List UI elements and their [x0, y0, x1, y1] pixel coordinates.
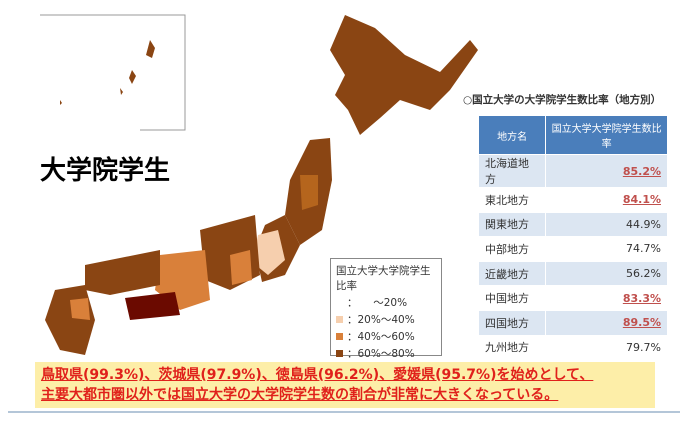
- legend-label: ：20%～40%: [347, 314, 415, 326]
- map-title: 大学院学生: [40, 156, 171, 186]
- ratio: 79.7%: [626, 340, 661, 354]
- caption: 鳥取県(99.3%)、茨城県(97.9%)、徳島県(96.2%)、愛媛県(95.…: [35, 362, 655, 408]
- region-name: 九州地方: [477, 334, 547, 361]
- legend: 国立大学大学院学生比率 ： ～20% ：20%～40% ：40%～60% ：60%～8…: [330, 258, 442, 377]
- ratio-cell: 56.2%: [545, 260, 668, 287]
- tohoku-mid: [300, 175, 318, 210]
- region-name: 中国地方: [477, 285, 547, 311]
- region-name: 関東地方: [477, 211, 547, 238]
- legend-swatch: [336, 316, 343, 323]
- legend-title: 国立大学大学院学生比率: [336, 265, 431, 292]
- hokkaido: [330, 15, 478, 135]
- header: 地方名: [477, 115, 547, 155]
- ratio: 44.9%: [626, 217, 661, 231]
- table-row: 中国地方 83.3%: [477, 285, 668, 311]
- legend-label: ：60%～80%: [347, 348, 415, 360]
- ratio: 85.2%: [622, 164, 661, 178]
- okinawa: [60, 40, 155, 105]
- ratio: 84.1%: [622, 193, 661, 207]
- kanto-light: [252, 230, 285, 275]
- region-table: 地方名 国立大学大学院学生数比率 北海道地方 85.2% 東北地方 84.1% 関東地方…: [477, 115, 668, 361]
- region-name: 近畿地方: [477, 260, 547, 287]
- region-name: 四国地方: [477, 309, 547, 336]
- header: 国立大学大学院学生数比率: [545, 115, 668, 155]
- legend-item: ：60%～80%: [336, 346, 436, 361]
- ratio: 83.3%: [622, 291, 661, 305]
- caption-line: 鳥取県(99.3%)、茨城県(97.9%)、徳島県(96.2%)、愛媛県(95.…: [41, 367, 594, 383]
- legend-item: ：20%～40%: [336, 312, 436, 327]
- caption-line: 主要大都市圏以外では国立大学の大学院学生数の割合が非常に大きくなっている。: [41, 387, 559, 403]
- aichi: [230, 250, 252, 285]
- table-row: 近畿地方 56.2%: [477, 260, 668, 287]
- table-row: 北海道地方 85.2%: [477, 154, 668, 188]
- ratio: 56.2%: [626, 267, 661, 281]
- legend-swatch: [336, 350, 343, 357]
- table-row: 中部地方 74.7%: [477, 236, 668, 262]
- ratio-cell: 74.7%: [545, 236, 668, 262]
- region-name: 中部地方: [477, 236, 547, 262]
- ratio-cell: 44.9%: [545, 211, 668, 238]
- table-row: 関東地方 44.9%: [477, 211, 668, 238]
- ratio-cell: 79.7%: [545, 334, 668, 361]
- shikoku: [125, 292, 180, 320]
- ratio-cell: 83.3%: [545, 285, 668, 311]
- chugoku: [85, 250, 160, 295]
- table-row: 九州地方 79.7%: [477, 334, 668, 361]
- legend-label: ：40%～60%: [347, 331, 415, 343]
- fukuoka: [70, 298, 90, 320]
- region-name: 東北地方: [477, 187, 547, 213]
- legend-swatch: [336, 333, 343, 340]
- legend-item: ： ～20%: [336, 295, 436, 310]
- kyushu: [45, 285, 95, 355]
- table-row: 四国地方 89.5%: [477, 309, 668, 336]
- table-title: ○国立大学の大学院学生数比率（地方別）: [463, 94, 662, 106]
- legend-label: ： ～20%: [347, 297, 408, 309]
- table-row: 東北地方 84.1%: [477, 187, 668, 213]
- inset-frame: [40, 14, 186, 131]
- ratio-cell: 85.2%: [545, 154, 668, 188]
- ratio: 89.5%: [622, 316, 661, 330]
- ratio: 74.7%: [626, 242, 661, 256]
- region-name: 北海道地方: [477, 154, 547, 188]
- ratio-cell: 89.5%: [545, 309, 668, 336]
- ratio-cell: 84.1%: [545, 187, 668, 213]
- legend-item: ：40%～60%: [336, 329, 436, 344]
- legend-swatch: [336, 299, 343, 306]
